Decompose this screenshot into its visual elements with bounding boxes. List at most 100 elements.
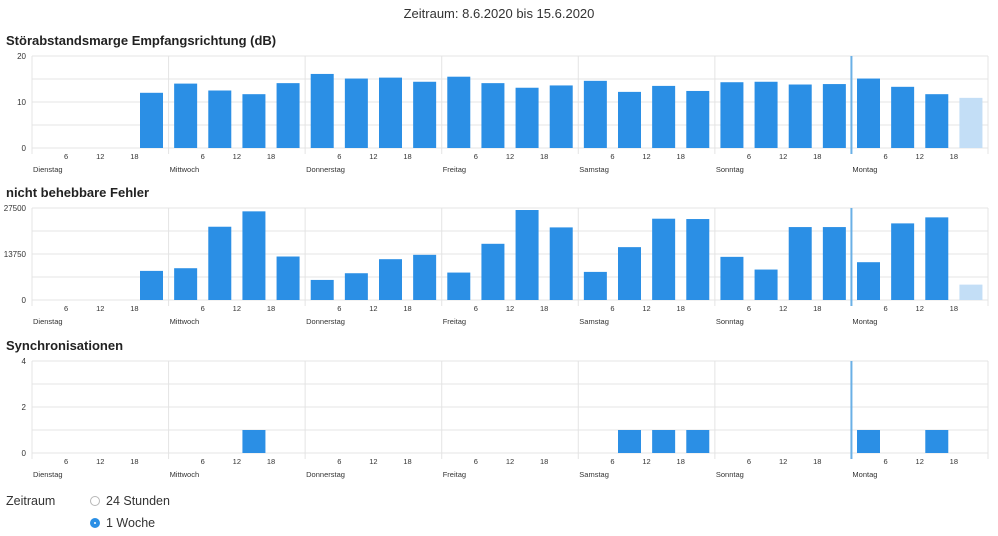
bar xyxy=(652,85,676,148)
bar xyxy=(652,218,676,300)
y-tick-label: 2 xyxy=(22,403,27,412)
x-hour-label: 12 xyxy=(642,304,650,313)
x-day-label: Montag xyxy=(852,165,877,174)
x-hour-label: 6 xyxy=(747,152,751,161)
x-hour-label: 12 xyxy=(506,152,514,161)
x-hour-label: 12 xyxy=(233,304,241,313)
chart-title-errors: nicht behebbare Fehler xyxy=(6,185,150,200)
period-option-24h-label: 24 Stunden xyxy=(106,494,170,508)
bar xyxy=(618,430,641,453)
bar xyxy=(310,73,334,148)
bar xyxy=(788,227,812,300)
bar xyxy=(959,284,983,300)
x-hour-label: 18 xyxy=(813,304,821,313)
x-hour-label: 12 xyxy=(369,152,377,161)
bar xyxy=(788,84,812,148)
bar xyxy=(549,227,573,300)
x-hour-label: 18 xyxy=(130,457,138,466)
bar xyxy=(379,77,402,148)
bar xyxy=(686,430,710,453)
bar xyxy=(891,223,915,300)
x-hour-label: 12 xyxy=(233,457,241,466)
x-hour-label: 12 xyxy=(233,152,241,161)
bar xyxy=(174,83,198,148)
x-day-label: Mittwoch xyxy=(170,317,200,326)
bar xyxy=(447,272,471,300)
x-day-label: Samstag xyxy=(579,470,609,479)
x-hour-label: 12 xyxy=(369,304,377,313)
x-hour-label: 12 xyxy=(916,304,924,313)
bar xyxy=(310,279,334,300)
y-tick-label: 20 xyxy=(17,52,26,61)
x-day-label: Donnerstag xyxy=(306,317,345,326)
period-option-1week-label: 1 Woche xyxy=(106,516,156,530)
period-title: Zeitraum: 8.6.2020 bis 15.6.2020 xyxy=(403,6,595,21)
bar xyxy=(549,85,573,148)
bar xyxy=(720,256,744,300)
x-hour-label: 12 xyxy=(506,457,514,466)
x-hour-label: 12 xyxy=(779,304,787,313)
x-hour-label: 6 xyxy=(883,152,887,161)
x-day-label: Mittwoch xyxy=(170,470,200,479)
radio-1week[interactable] xyxy=(90,518,100,528)
x-hour-label: 6 xyxy=(201,152,205,161)
bar xyxy=(481,83,505,148)
period-option-24h[interactable]: 24 Stunden xyxy=(90,494,170,508)
bar xyxy=(686,90,710,148)
x-hour-label: 6 xyxy=(64,152,68,161)
x-day-label: Freitag xyxy=(443,470,466,479)
x-hour-label: 18 xyxy=(813,152,821,161)
x-hour-label: 18 xyxy=(950,457,958,466)
bar xyxy=(583,271,607,300)
bar xyxy=(857,430,880,453)
bar xyxy=(652,430,676,453)
x-hour-label: 6 xyxy=(610,152,614,161)
y-tick-label: 27500 xyxy=(4,204,27,213)
x-hour-label: 18 xyxy=(130,152,138,161)
x-hour-label: 6 xyxy=(747,304,751,313)
chart-title-sync: Synchronisationen xyxy=(6,338,124,353)
bar xyxy=(174,268,198,300)
x-hour-label: 12 xyxy=(916,457,924,466)
bar xyxy=(618,247,641,300)
x-day-label: Mittwoch xyxy=(170,165,200,174)
radio-24h[interactable] xyxy=(90,496,100,506)
x-day-label: Montag xyxy=(852,317,877,326)
bar xyxy=(959,97,983,148)
x-hour-label: 12 xyxy=(779,457,787,466)
x-hour-label: 18 xyxy=(813,457,821,466)
x-hour-label: 6 xyxy=(883,457,887,466)
bar xyxy=(857,262,880,300)
x-day-label: Dienstag xyxy=(33,470,63,479)
bar xyxy=(822,227,846,300)
bar xyxy=(720,82,744,148)
bar xyxy=(925,94,949,148)
x-hour-label: 12 xyxy=(369,457,377,466)
bar xyxy=(754,269,778,300)
x-hour-label: 12 xyxy=(642,457,650,466)
period-option-1week[interactable]: 1 Woche xyxy=(90,516,155,530)
bar xyxy=(379,259,402,300)
y-tick-label: 0 xyxy=(22,144,27,153)
bar xyxy=(822,84,846,148)
bar xyxy=(481,243,505,300)
bar xyxy=(276,256,300,300)
x-hour-label: 6 xyxy=(610,304,614,313)
bar xyxy=(344,273,368,300)
y-tick-label: 10 xyxy=(17,98,26,107)
y-tick-label: 13750 xyxy=(4,250,27,259)
x-hour-label: 18 xyxy=(540,152,548,161)
x-hour-label: 18 xyxy=(130,304,138,313)
y-tick-label: 4 xyxy=(22,357,27,366)
x-day-label: Sonntag xyxy=(716,317,744,326)
bar xyxy=(891,86,915,148)
bar xyxy=(140,92,163,148)
x-hour-label: 12 xyxy=(506,304,514,313)
bar xyxy=(242,94,266,148)
x-hour-label: 6 xyxy=(474,304,478,313)
x-hour-label: 18 xyxy=(540,304,548,313)
bar xyxy=(413,81,437,148)
